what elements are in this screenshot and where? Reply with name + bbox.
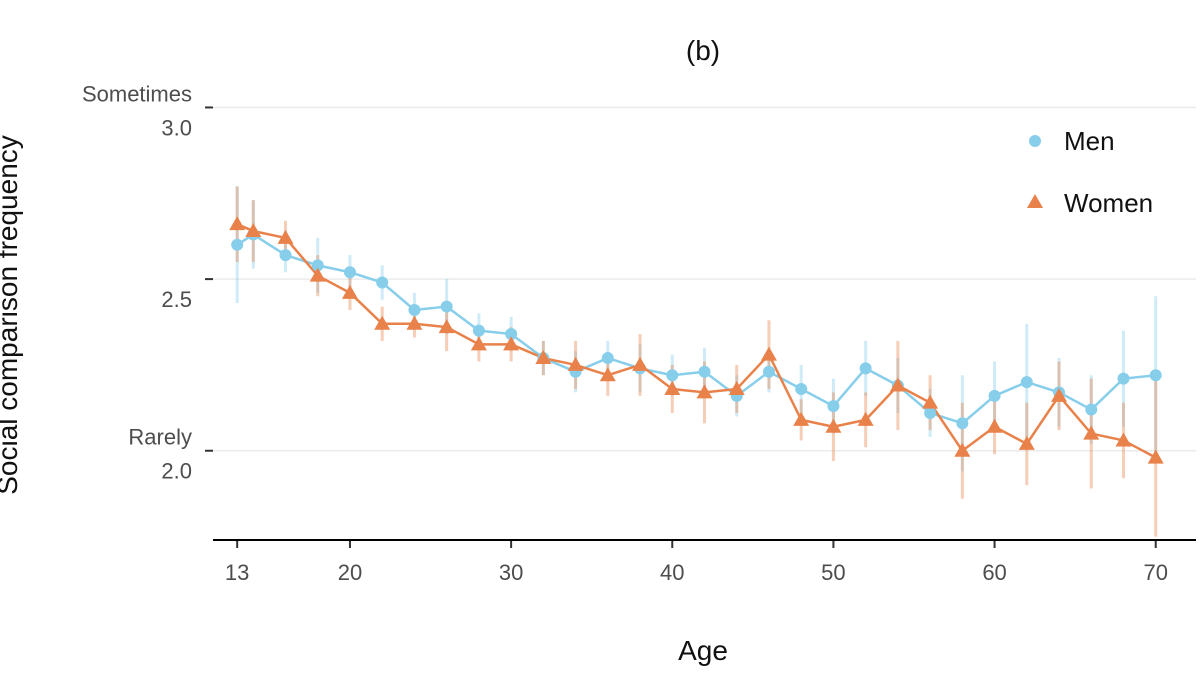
y-tick-text-label: Rarely	[128, 425, 192, 450]
data-point-men	[988, 389, 1001, 402]
x-tick-label: 70	[1143, 560, 1167, 585]
data-point-women	[374, 315, 391, 330]
data-point-men	[601, 352, 614, 365]
data-point-men	[762, 365, 775, 378]
data-point-men	[408, 304, 421, 316]
data-point-men	[279, 249, 292, 262]
y-axis-title: Social comparison frequency	[0, 135, 23, 495]
x-tick-label: 50	[821, 560, 845, 585]
data-point-women	[245, 223, 262, 238]
data-point-men	[440, 300, 453, 313]
y-tick-text-label: Sometimes	[82, 81, 192, 106]
y-tick-label: 2.0	[161, 459, 192, 484]
legend: Men Women	[1027, 126, 1153, 218]
data-point-women	[438, 319, 455, 334]
data-point-women	[229, 216, 246, 231]
data-point-men	[376, 276, 389, 289]
data-point-women	[277, 229, 294, 244]
data-point-women	[793, 411, 810, 426]
data-point-men	[859, 362, 872, 375]
data-point-men	[795, 382, 808, 395]
y-tick-label: 2.5	[161, 287, 192, 312]
y-tick-label: 3.0	[161, 115, 192, 140]
data-point-men	[827, 400, 840, 413]
data-point-men	[343, 266, 356, 279]
data-point-women	[1115, 432, 1132, 447]
series-lines	[236, 223, 1157, 459]
x-tick-label: 60	[982, 560, 1006, 585]
data-point-women	[535, 350, 552, 365]
data-point-women	[857, 411, 874, 426]
data-point-men	[1020, 376, 1033, 389]
tick-labels: 3.0 Sometimes 2.5 2.0 Rarely 13 20 30 40 50 60 70	[82, 81, 1168, 585]
data-point-men	[1117, 372, 1130, 385]
data-point-women	[632, 356, 649, 371]
x-axis-title: Age	[678, 635, 728, 666]
data-point-women	[922, 394, 939, 409]
data-point-women	[567, 356, 584, 371]
x-tick-label: 30	[499, 560, 523, 585]
data-point-women	[986, 418, 1003, 433]
series-markers	[229, 216, 1164, 464]
data-point-men	[924, 406, 937, 419]
data-point-women	[1018, 435, 1035, 450]
data-point-women	[470, 336, 487, 351]
data-point-women	[406, 315, 423, 330]
error-bars	[235, 186, 1158, 537]
legend-label-men: Men	[1064, 126, 1115, 156]
data-point-women	[599, 367, 616, 382]
data-point-women	[664, 380, 681, 395]
data-point-men	[698, 365, 711, 378]
data-point-women	[1051, 387, 1068, 402]
data-point-women	[341, 284, 358, 299]
legend-marker-women	[1027, 194, 1043, 208]
data-point-women	[1147, 449, 1164, 464]
chart-title: (b)	[686, 35, 720, 66]
x-tick-label: 13	[225, 560, 249, 585]
data-point-women	[954, 442, 971, 457]
data-point-men	[311, 259, 324, 272]
data-point-women	[728, 380, 745, 395]
data-point-women	[889, 377, 906, 392]
data-point-women	[825, 418, 842, 433]
data-point-men	[472, 324, 485, 337]
data-point-men	[956, 417, 969, 430]
data-point-women	[696, 384, 713, 399]
gridlines	[205, 106, 1196, 548]
legend-marker-men	[1029, 135, 1041, 147]
legend-label-women: Women	[1064, 188, 1153, 218]
data-point-men	[1149, 369, 1162, 382]
x-tick-label: 20	[338, 560, 362, 585]
data-point-women	[1083, 425, 1100, 440]
data-point-men	[505, 328, 518, 341]
legend-item-men: Men	[1029, 126, 1115, 156]
x-tick-label: 40	[660, 560, 684, 585]
series-line-women	[236, 223, 1157, 459]
data-point-men	[666, 369, 679, 382]
data-point-men	[231, 238, 244, 251]
legend-item-women: Women	[1027, 188, 1153, 218]
data-point-women	[503, 336, 520, 351]
data-point-women	[309, 267, 326, 282]
data-point-women	[760, 346, 777, 361]
data-point-men	[1085, 403, 1098, 416]
